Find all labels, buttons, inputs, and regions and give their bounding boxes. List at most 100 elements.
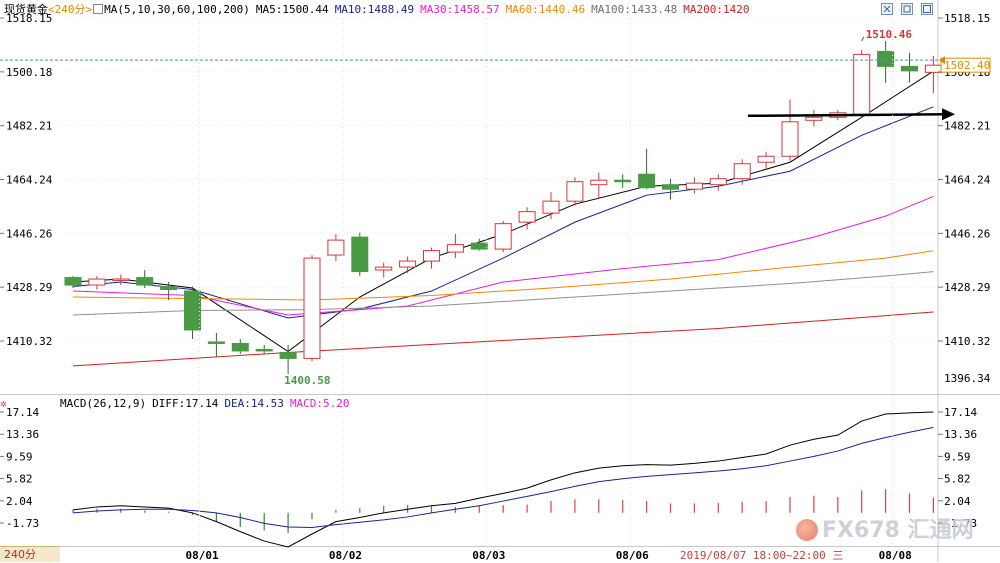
annotations: 1510.46 1400.58 [284,28,955,387]
macd-right-tick-label: -1.73 [944,517,977,530]
candle-body [709,178,727,186]
right-tick-label: 1464.24 [944,173,991,186]
symbol-label: 现货黄金 [4,3,48,16]
left-tick-label: 1410.32 [6,335,52,348]
candle-body [566,181,584,202]
left-tick-label: 1464.24 [6,173,53,186]
candle-body [781,121,799,157]
candle-body [375,266,393,271]
ma200-label: MA200:1420 [683,3,750,16]
candle-body [853,53,871,115]
candle-body [399,260,417,268]
macd-params-label: MACD(26,12,9) [60,397,147,410]
time-tick-label: 08/06 [616,549,649,562]
candle-body [184,290,201,331]
candle-body [64,277,82,286]
macd-right-tick-label: 17.14 [944,406,977,419]
maximize-icon[interactable] [921,3,933,15]
right-tick-label: 1410.32 [944,335,990,348]
candle-body [638,173,656,189]
candle-body [685,182,703,190]
candle-body [88,278,106,286]
expand-icon[interactable] [881,3,893,15]
watermark-text: FX678 汇通网 [822,518,974,543]
ma30-label: MA30:1458.57 [420,3,500,16]
timeframe-tab[interactable]: 240分 [0,546,60,562]
candle-body [733,163,751,180]
watermark: FX678 汇通网 [796,512,974,544]
candle-body [136,277,154,286]
right-tick-label: 1428.29 [944,281,990,294]
macd-right-tick-label: 9.59 [944,450,971,463]
right-tick-label: 1446.26 [944,227,990,240]
macd-left-tick-label: 2.04 [6,495,33,508]
macd-panel [72,411,935,548]
candle-body [901,65,918,72]
candle-body [255,348,273,352]
macd-left-tick-label: 5.82 [6,473,33,486]
candle-body [470,242,488,250]
dea-label: DEA:14.53 [224,397,284,410]
ma60-label: MA60:1440.46 [505,3,586,16]
left-tick-label: 1446.26 [6,227,52,240]
ma-checkbox-icon[interactable] [93,4,104,14]
price-axis: 1518.151518.151500.181500.181482.211482.… [0,12,991,385]
right-tick-label: 1482.21 [944,120,990,133]
candle-body [542,200,560,214]
macd-left-tick-label: 13.36 [6,428,39,441]
current-price-label: 1502.40 [944,59,990,72]
ma60-line [72,250,934,301]
ma100-label: MA100:1433.48 [591,3,678,16]
ma5-label: MA5:1500.44 [255,3,329,16]
current-price-box [940,57,991,73]
diff-label: DIFF:17.14 [152,397,219,410]
macd-right-tick-label: 5.82 [944,473,971,486]
candle-body [446,244,464,253]
candle-body [231,342,249,352]
candle-body [757,155,775,163]
candle-body [160,286,178,291]
candle-body [327,239,345,256]
candle-body [590,179,608,186]
time-tick-label: 08/03 [472,549,505,562]
annotation-pointer [861,36,865,42]
candle-body [112,278,130,282]
time-tick-label: 08/08 [879,549,912,562]
macd-settings-icon[interactable]: ✲ [0,397,7,410]
trend-arrow-shaft [747,113,946,118]
ma30-line [72,196,934,316]
current-price-marker [939,56,945,65]
ma10-label: MA10:1488.49 [334,3,415,16]
macd-left-tick-label: -1.73 [6,517,39,530]
macd-value-label: MACD:5.20 [289,397,350,410]
dea-line [72,426,934,529]
candles [64,41,942,371]
time-tick-label: 08/02 [329,549,362,562]
ma200-line [72,311,934,367]
restore-icon[interactable] [901,3,913,15]
candle-body [805,116,823,121]
candle-body [924,64,942,73]
left-tick-label: 1428.29 [6,281,52,294]
candle-body [423,250,440,262]
annotation-label: 1400.58 [284,374,330,387]
period-label[interactable]: <240分> [48,3,93,16]
macd-axis: 17.14 17.14 13.36 13.36 9.59 9.59 5.82 5.82 2.04… [0,406,977,530]
right-tick-label: 1518.15 [944,12,990,25]
macd-header: ✲ MACD(26,12,9) DIFF:17.14 DEA:14.53 MACD:5.… [0,396,350,412]
diff-line [72,411,934,548]
time-axis: 08/01 08/02 08/03 08/06 08/08 2019/08/07 18:0… [186,19,912,562]
fx678-logo-icon [796,519,818,541]
macd-left-tick-label: 9.59 [6,450,33,463]
candle-body [303,257,321,359]
candle-body [662,184,679,190]
left-tick-label: 1518.15 [6,12,52,25]
candle-body [877,50,895,67]
ma-params-label: MA(5,10,30,60,100,200) [104,3,250,16]
left-tick-label: 1500.18 [6,66,52,79]
time-tick-label: 08/01 [186,549,219,562]
macd-right-tick-label: 13.36 [944,428,977,441]
